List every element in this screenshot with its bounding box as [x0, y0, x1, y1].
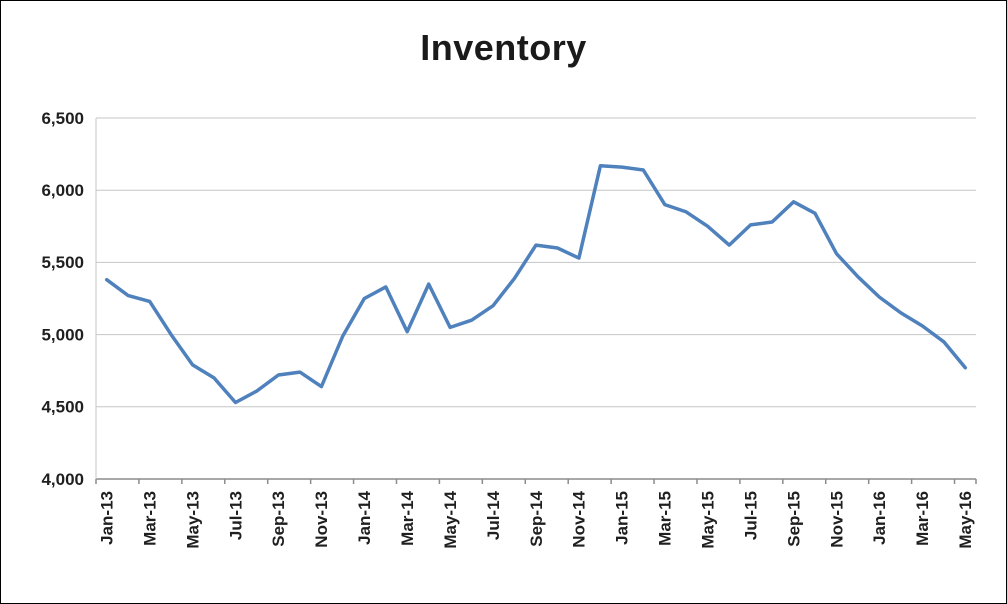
y-axis-label: 4,000	[41, 470, 84, 489]
x-axis-label: Mar-14	[398, 490, 417, 545]
x-axis-label: Jul-13	[226, 491, 245, 540]
x-axis-label: Sep-14	[527, 490, 546, 546]
y-axis-label: 4,500	[41, 398, 84, 417]
x-axis-label: Jan-13	[98, 491, 117, 545]
x-axis-label: Nov-13	[312, 491, 331, 548]
x-axis-label: Mar-16	[913, 491, 932, 546]
y-axis-label: 6,000	[41, 181, 84, 200]
x-axis-label: Nov-14	[570, 490, 589, 547]
x-axis-label: Jan-15	[613, 491, 632, 545]
x-axis-label: May-13	[183, 491, 202, 549]
chart-title: Inventory	[420, 27, 587, 68]
x-axis-label: Sep-13	[269, 491, 288, 547]
x-axis-label: May-15	[698, 491, 717, 549]
y-axis-label: 6,500	[41, 109, 84, 128]
y-axis-label: 5,000	[41, 325, 84, 344]
x-axis-label: Jul-14	[484, 490, 503, 540]
x-axis-label: Jul-15	[741, 491, 760, 540]
x-axis-label: Jan-14	[355, 490, 374, 544]
x-axis-label: Mar-13	[140, 491, 159, 546]
y-axis-label: 5,500	[41, 253, 84, 272]
x-axis-label: May-16	[956, 491, 975, 549]
x-axis-label: Jan-16	[870, 491, 889, 545]
x-axis-label: Mar-15	[656, 491, 675, 546]
x-axis-label: Nov-15	[827, 491, 846, 548]
x-axis-label: May-14	[441, 490, 460, 548]
series-line-inventory	[104, 163, 968, 405]
x-axis-label: Sep-15	[784, 491, 803, 547]
